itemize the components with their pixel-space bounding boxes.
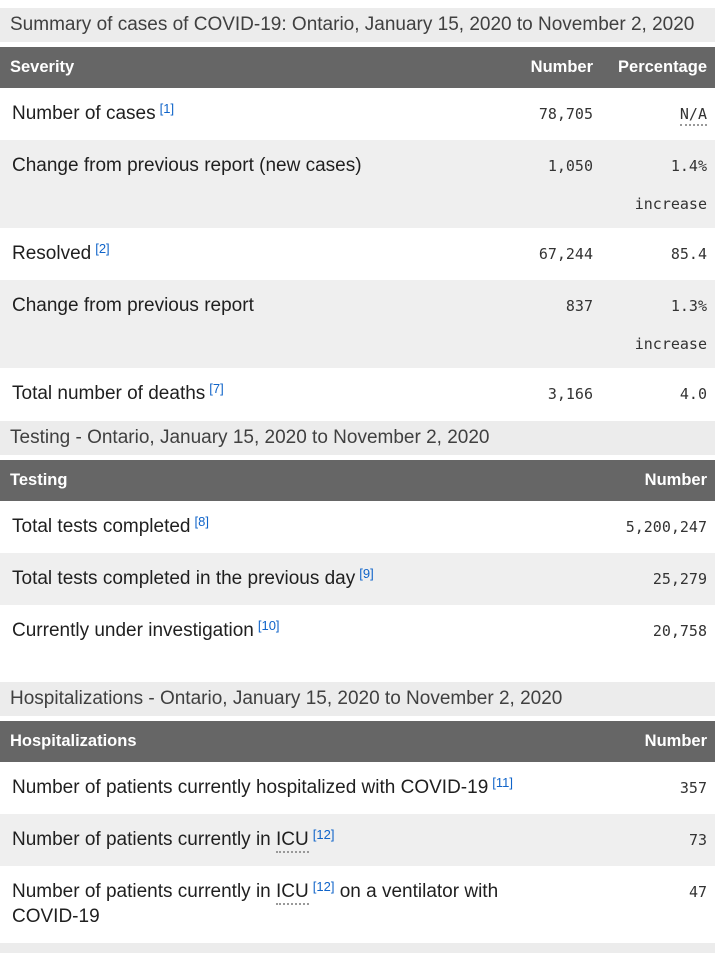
table-row: Resolved [2] 67,244 85.4 [0, 228, 715, 280]
footnote-link-7[interactable]: [7] [209, 381, 224, 396]
column-header-number: Number [530, 58, 593, 76]
percent-value: 4.0 [679, 385, 707, 403]
row-label: Total tests completed [12, 516, 191, 537]
column-header-hospitalizations: Hospitalizations [10, 732, 137, 750]
column-header-number: Number [644, 732, 707, 750]
table-row: Total tests completed in the previous da… [0, 553, 715, 605]
footnote-link-12[interactable]: [12] [312, 879, 335, 894]
percent-note: increase [634, 195, 707, 213]
percent-value: 1.3% [670, 297, 707, 315]
column-header-severity: Severity [10, 58, 75, 76]
next-section-caption-partial [0, 943, 715, 953]
testing-table-header-row: Testing Number [0, 460, 715, 501]
number-value: 3,166 [547, 385, 593, 403]
hospitalizations-table-header-row: Hospitalizations Number [0, 721, 715, 762]
summary-table-header-row: Severity Number Percentage [0, 47, 715, 88]
footnote-link-12[interactable]: [12] [312, 827, 335, 842]
number-value: 67,244 [538, 245, 593, 263]
table-row: Change from previous report 837 1.3% incr… [0, 280, 715, 368]
number-value: 5,200,247 [625, 518, 707, 536]
table-row: Change from previous report (new cases) … [0, 140, 715, 228]
table-row: Number of cases [1] 78,705 N/A [0, 88, 715, 140]
column-header-number: Number [644, 471, 707, 489]
footnote-link-10[interactable]: [10] [257, 618, 280, 633]
number-value: 357 [679, 779, 707, 797]
percent-value: 85.4 [670, 245, 707, 263]
table-row: Number of patients currently in ICU [12] … [0, 866, 715, 943]
row-label: Number of patients currently in [12, 829, 271, 850]
row-label: Resolved [12, 243, 92, 264]
table-row: Total tests completed [8] 5,200,247 [0, 501, 715, 553]
table-row: Number of patients currently hospitalize… [0, 762, 715, 814]
number-value: 837 [565, 297, 593, 315]
number-value: 73 [688, 831, 707, 849]
row-label: Total number of deaths [12, 383, 206, 404]
summary-table-caption: Summary of cases of COVID-19: Ontario, J… [0, 8, 715, 42]
table-row: Number of patients currently in ICU [12] … [0, 814, 715, 866]
footnote-link-9[interactable]: [9] [359, 566, 374, 581]
percent-note: increase [634, 335, 707, 353]
abbreviation-icu: ICU [276, 829, 309, 853]
footnote-link-8[interactable]: [8] [194, 514, 209, 529]
percent-value: 1.4% [670, 157, 707, 175]
abbreviation-icu: ICU [276, 881, 309, 905]
row-label: Change from previous report (new cases) [12, 155, 362, 176]
abbreviation-na: N/A [679, 105, 707, 126]
number-value: 47 [688, 883, 707, 901]
summary-cases-table: Summary of cases of COVID-19: Ontario, J… [0, 8, 715, 420]
hospitalizations-table: Hospitalizations - Ontario, January 15, … [0, 682, 715, 943]
column-header-percentage: Percentage [618, 58, 707, 76]
table-row: Currently under investigation [10] 20,758 [0, 605, 715, 657]
row-label: Number of patients currently in [12, 881, 271, 902]
row-label: Number of cases [12, 103, 156, 124]
column-header-testing: Testing [10, 471, 68, 489]
number-value: 1,050 [547, 157, 593, 175]
row-label: Change from previous report [12, 295, 254, 316]
number-value: 78,705 [538, 105, 593, 123]
testing-table-caption: Testing - Ontario, January 15, 2020 to N… [0, 421, 715, 455]
testing-table: Testing - Ontario, January 15, 2020 to N… [0, 421, 715, 657]
footnote-link-11[interactable]: [11] [492, 775, 513, 790]
footnote-link-1[interactable]: [1] [159, 101, 175, 116]
table-row: Total number of deaths [7] 3,166 4.0 [0, 368, 715, 420]
number-value: 20,758 [652, 622, 707, 640]
hospitalizations-table-caption: Hospitalizations - Ontario, January 15, … [0, 682, 715, 716]
row-label: Currently under investigation [12, 620, 254, 641]
number-value: 25,279 [652, 570, 707, 588]
footnote-link-2[interactable]: [2] [95, 241, 110, 256]
row-label: Total tests completed in the previous da… [12, 568, 356, 589]
row-label: Number of patients currently hospitalize… [12, 777, 489, 798]
